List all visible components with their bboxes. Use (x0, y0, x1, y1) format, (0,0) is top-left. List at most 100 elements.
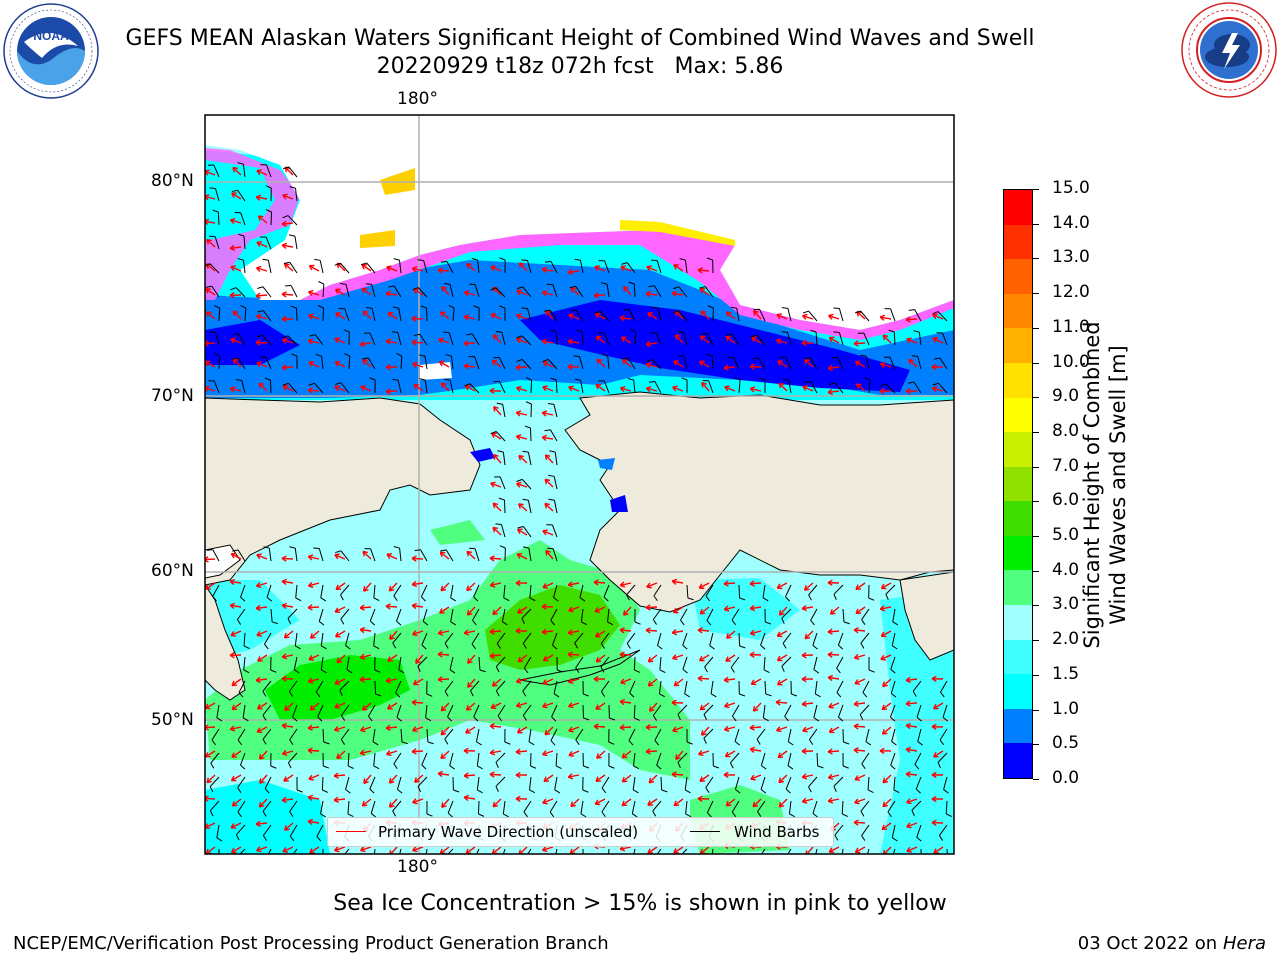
wave-direction-arrow (827, 364, 840, 372)
wind-barb (264, 377, 272, 394)
wind-barb (814, 680, 821, 698)
wave-direction-arrow (697, 675, 710, 682)
wind-barb (495, 656, 506, 673)
wave-direction-arrow (466, 606, 476, 616)
wave-direction-arrow (490, 702, 502, 710)
wind-barb (677, 331, 688, 346)
wave-direction-arrow (879, 747, 892, 755)
wind-barb (263, 546, 272, 562)
colorbar-tick-mark (1033, 674, 1039, 676)
wave-direction-arrow (515, 771, 528, 779)
wave-direction-arrow (466, 550, 476, 560)
colorbar-segment (1004, 639, 1032, 675)
wave-direction-arrow (647, 654, 658, 663)
wind-barb (243, 632, 250, 649)
wave-direction-arrow (855, 606, 866, 615)
wind-barb (267, 848, 272, 854)
wind-barb (259, 356, 272, 370)
wave-direction-arrow (466, 582, 476, 592)
wave-direction-arrow (853, 653, 866, 660)
wave-direction-arrow (697, 627, 710, 634)
colorbar-tick-label: 0.5 (1052, 733, 1080, 754)
wave-direction-arrow (281, 653, 294, 660)
colorbar-tick-label: 10.0 (1052, 351, 1090, 372)
wave-direction-arrow (281, 796, 294, 804)
wind-barb (836, 656, 844, 674)
colorbar-tick-mark (1033, 258, 1039, 260)
wave-direction-arrow (413, 383, 424, 392)
wind-barb (652, 306, 662, 322)
wave-direction-arrow (467, 678, 476, 688)
wind-barb (943, 776, 949, 794)
colorbar-segment (1004, 224, 1032, 260)
wind-barb (420, 305, 428, 322)
wave-direction-arrow (229, 578, 242, 586)
wind-barb (476, 752, 483, 770)
wind-barb (362, 357, 376, 370)
wind-barb (529, 776, 536, 794)
wind-barb (582, 848, 584, 854)
wind-barb (574, 378, 584, 394)
wind-barb (370, 800, 377, 818)
wind-barb (809, 728, 818, 745)
wave-direction-arrow (620, 336, 632, 344)
wind-barb (282, 215, 298, 226)
wind-barb (781, 608, 792, 624)
wind-barb (400, 728, 408, 745)
wave-direction-arrow (827, 628, 840, 635)
wave-direction-arrow (489, 628, 502, 635)
wind-barb (727, 356, 740, 370)
wave-direction-arrow (776, 654, 788, 662)
wave-direction-arrow (281, 291, 294, 298)
wind-barb (686, 584, 694, 601)
wave-direction-arrow (387, 702, 398, 710)
wave-direction-arrow (515, 795, 528, 803)
wave-direction-arrow (619, 627, 632, 634)
wave-direction-arrow (801, 339, 814, 347)
wave-direction-arrow (437, 629, 450, 636)
wave-direction-arrow (385, 603, 398, 610)
wave-direction-arrow (490, 481, 502, 488)
wind-barb (447, 800, 454, 818)
wind-barb (842, 608, 850, 625)
wind-barb (705, 584, 714, 602)
wind-barb (831, 356, 844, 370)
wind-barb (760, 752, 767, 770)
wind-barb (648, 381, 662, 394)
colorbar-tick-mark (1033, 397, 1039, 399)
wind-barb (549, 800, 558, 818)
wave-direction-arrow (205, 218, 216, 225)
wind-barb (813, 704, 820, 722)
wind-barb (608, 704, 616, 721)
wave-direction-arrow (619, 581, 632, 588)
wave-direction-arrow (827, 797, 840, 804)
wave-direction-arrow (334, 846, 346, 853)
wave-direction-arrow (411, 555, 424, 562)
wind-barb (892, 848, 896, 854)
wind-barb (499, 305, 506, 322)
wind-barb (608, 752, 615, 769)
wind-barb (212, 209, 220, 226)
wind-barb (860, 354, 870, 370)
wave-direction-arrow (411, 315, 424, 322)
wind-barb (633, 656, 641, 673)
wind-barb (496, 632, 506, 649)
wave-direction-arrow (465, 726, 476, 734)
wind-barb (265, 209, 273, 226)
wind-barb (264, 776, 272, 794)
wind-barb (782, 378, 792, 394)
wave-zone-3to4m-north (430, 520, 485, 545)
wind-barb (580, 608, 587, 626)
wind-barb (260, 236, 272, 250)
wave-direction-arrow (333, 796, 346, 803)
sea-ice-yellow-1 (620, 220, 735, 246)
wave-direction-arrow (905, 676, 918, 684)
wave-direction-arrow (440, 382, 450, 392)
wind-barb (810, 329, 818, 346)
wind-barb (471, 258, 480, 274)
wind-barb (494, 476, 506, 490)
wave-direction-arrow (593, 579, 606, 586)
wind-barb (575, 728, 584, 746)
wind-barb (369, 776, 376, 794)
wind-barb (600, 656, 610, 673)
